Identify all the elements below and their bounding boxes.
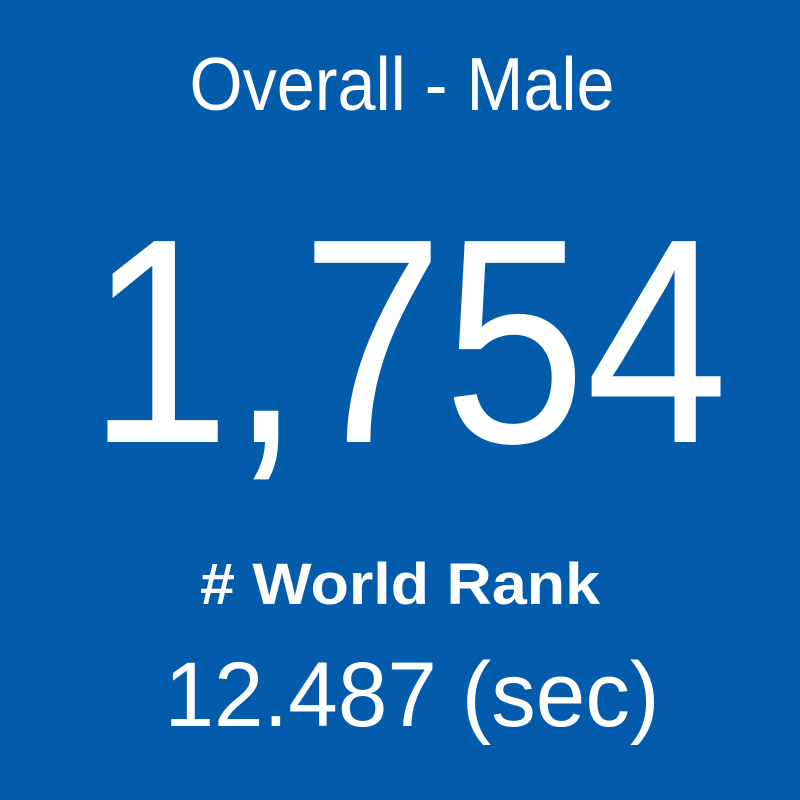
rank-value: 1,754 <box>88 178 728 504</box>
tile-title: Overall - Male <box>190 42 615 126</box>
rank-label: # World Rank <box>200 552 601 617</box>
time-value: 12.487 (sec) <box>165 644 660 746</box>
